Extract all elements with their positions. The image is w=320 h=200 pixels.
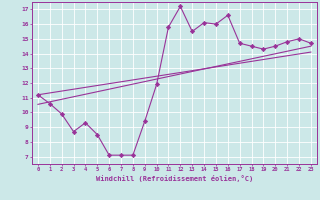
X-axis label: Windchill (Refroidissement éolien,°C): Windchill (Refroidissement éolien,°C) — [96, 175, 253, 182]
